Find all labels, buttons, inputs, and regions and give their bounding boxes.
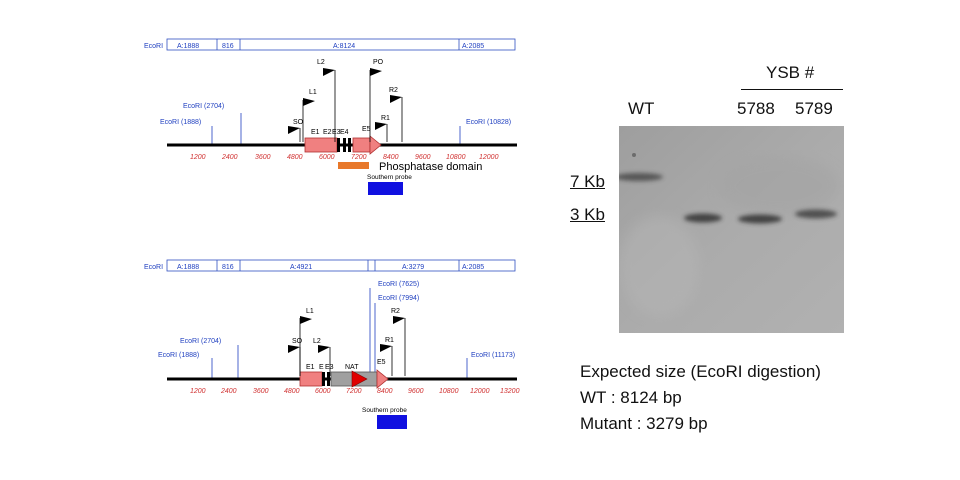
primer-po: PO [369, 59, 384, 142]
primer-l1: L1 [302, 89, 317, 142]
lane-group-label: YSB # [766, 63, 815, 82]
tick-label: 1200 [190, 388, 206, 395]
segment-a1888: A:1888 [177, 43, 199, 50]
tick-label: 8400 [383, 154, 399, 161]
lane-group-rule [741, 89, 843, 90]
primer-r2: R2 [391, 308, 406, 376]
tick-label: 3600 [253, 388, 269, 395]
tick-label: 8400 [377, 388, 393, 395]
tick-label: 7200 [351, 154, 367, 161]
segment-816: 816 [222, 264, 234, 271]
svg-text:L2: L2 [317, 59, 325, 66]
band-5789-3kb [795, 209, 837, 219]
primer-r1: R1 [380, 337, 394, 376]
band-wt-7kb [619, 173, 663, 181]
expected-size-title: Expected size (EcoRI digestion) [580, 362, 821, 381]
svg-text:R2: R2 [391, 308, 400, 315]
marker-3kb: 3 Kb [570, 205, 605, 224]
feature-e5: E5 [377, 359, 386, 366]
primer-r2: R2 [389, 87, 403, 142]
expected-size-wt: WT : 8124 bp [580, 388, 682, 407]
segment-a2085: A:2085 [462, 43, 484, 50]
tick-label: 3600 [255, 154, 271, 161]
feature-e3: E3 [332, 129, 341, 136]
lane-label-wt: WT [628, 99, 655, 118]
svg-text:SO: SO [293, 119, 304, 126]
tick-label: 2400 [221, 154, 238, 161]
svg-text:R1: R1 [381, 115, 390, 122]
tick-label: 7200 [346, 388, 362, 395]
tick-label: 4800 [284, 388, 300, 395]
wild-type-gene-map: EcoRI A:1888 816 A:8124 A:2085 EcoRI (18… [144, 38, 517, 195]
tick-label: 10800 [439, 388, 459, 395]
site-ecori-10828: EcoRI (10828) [466, 119, 511, 126]
southern-probe-bar [377, 415, 407, 429]
site-ecori-2704: EcoRI (2704) [180, 338, 221, 345]
southern-blot-image [619, 126, 844, 333]
southern-probe-label: Southern probe [367, 174, 412, 181]
feature-e1: E1 [311, 129, 320, 136]
segment-ecori: EcoRI [144, 264, 163, 271]
primer-l2: L2 [317, 59, 336, 142]
site-ecori-1888: EcoRI (1888) [160, 119, 201, 126]
marker-7kb: 7 Kb [570, 172, 605, 191]
tick-label: 9600 [415, 154, 431, 161]
svg-text:L1: L1 [306, 308, 314, 315]
segment-a8124: A:8124 [333, 43, 355, 50]
svg-text:R2: R2 [389, 87, 398, 94]
feature-e2: E2 [323, 129, 332, 136]
feature-e1: E1 [306, 364, 315, 371]
segment-816: 816 [222, 43, 234, 50]
band-5788-3kb-a [684, 213, 722, 223]
tick-label: 6000 [315, 388, 331, 395]
primer-r1: R1 [375, 115, 390, 142]
band-5788-3kb-b [738, 214, 782, 224]
lane-label-5789: 5789 [795, 99, 833, 118]
tick-label: 1200 [190, 154, 206, 161]
primer-so: SO [288, 338, 303, 376]
tick-label: 2400 [220, 388, 237, 395]
primer-l1: L1 [299, 308, 314, 376]
tick-label: 6000 [319, 154, 335, 161]
svg-text:L2: L2 [313, 338, 321, 345]
primer-l2: L2 [313, 338, 331, 376]
tick-label: 9600 [408, 388, 424, 395]
primer-so: SO [288, 119, 304, 142]
segment-a3279: A:3279 [402, 264, 424, 271]
svg-text:SO: SO [292, 338, 303, 345]
site-ecori-2704: EcoRI (2704) [183, 103, 224, 110]
tick-label: 10800 [446, 154, 466, 161]
segment-a4921: A:4921 [290, 264, 312, 271]
mutant-gene-map: EcoRI A:1888 816 A:4921 A:3279 A:2085 Ec… [144, 259, 520, 429]
feature-e: E [319, 364, 324, 371]
svg-text:R1: R1 [385, 337, 394, 344]
tick-label: 13200 [500, 388, 520, 395]
lane-label-5788: 5788 [737, 99, 775, 118]
southern-probe-bar [368, 182, 403, 195]
expected-size-mutant: Mutant : 3279 bp [580, 414, 708, 433]
feature-e4: E4 [340, 129, 349, 136]
southern-probe-label: Southern probe [362, 407, 407, 414]
feature-nat: NAT [345, 364, 359, 371]
feature-e5: E5 [362, 126, 371, 133]
segment-a2085: A:2085 [462, 264, 484, 271]
svg-text:PO: PO [373, 59, 384, 66]
phosphatase-domain-bar [338, 162, 369, 169]
site-ecori-7625: EcoRI (7625) [378, 281, 419, 288]
tick-label: 12000 [479, 154, 499, 161]
segment-ecori: EcoRI [144, 43, 163, 50]
site-ecori-7994: EcoRI (7994) [378, 295, 419, 302]
tick-label: 12000 [470, 388, 490, 395]
segment-a1888: A:1888 [177, 264, 199, 271]
svg-text:L1: L1 [309, 89, 317, 96]
site-ecori-1888: EcoRI (1888) [158, 352, 199, 359]
phosphatase-domain-label: Phosphatase domain [379, 161, 482, 173]
tick-label: 4800 [287, 154, 303, 161]
site-ecori-11173: EcoRI (11173) [471, 352, 515, 359]
feature-e3: E3 [325, 364, 334, 371]
